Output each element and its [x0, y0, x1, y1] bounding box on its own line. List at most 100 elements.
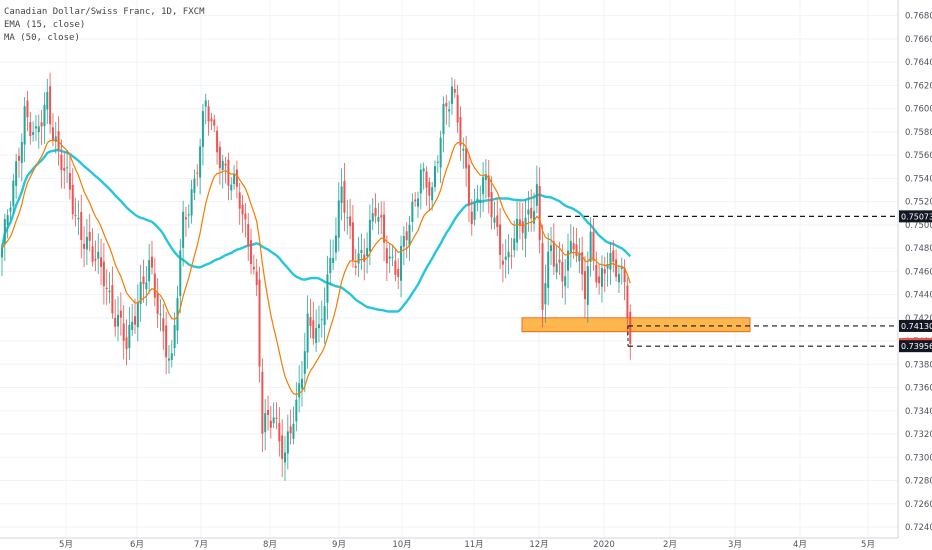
time-tick-label: 4月	[793, 540, 807, 550]
candle	[507, 234, 510, 275]
candle-body	[165, 325, 168, 358]
support-zone[interactable]	[521, 317, 751, 333]
candle	[465, 135, 468, 187]
price-label-bg	[899, 319, 932, 332]
candle	[482, 162, 485, 212]
candle	[108, 272, 111, 304]
candle	[510, 237, 513, 269]
candle-body	[544, 283, 547, 305]
candle	[312, 301, 315, 345]
candle	[190, 179, 193, 224]
candle	[300, 360, 303, 407]
candle	[405, 222, 408, 259]
candle	[541, 224, 544, 327]
candle	[428, 177, 431, 212]
candle	[68, 156, 71, 200]
candle-body	[518, 219, 521, 226]
candle	[346, 199, 349, 235]
price-tick-label: 0.74800	[905, 244, 932, 254]
candle-body	[156, 293, 159, 314]
candle	[159, 299, 162, 332]
price-tick-label: 0.72600	[905, 500, 932, 510]
price-tick-label: 0.74200	[905, 314, 932, 324]
candle	[470, 198, 473, 236]
candle-body	[46, 92, 49, 110]
candle-body	[108, 290, 111, 293]
candle-body	[312, 320, 315, 339]
candle-body	[626, 285, 629, 318]
candle-body	[629, 311, 632, 344]
candle-body	[462, 148, 465, 151]
candle	[37, 114, 40, 149]
candle-body	[68, 172, 71, 190]
candle-body	[269, 420, 272, 428]
candle-body	[315, 328, 318, 343]
candle	[629, 304, 632, 360]
candle-body	[346, 217, 349, 219]
candle	[289, 409, 292, 445]
candle-body	[199, 146, 202, 178]
candle-body	[521, 221, 524, 233]
candle-body	[145, 282, 148, 290]
candle	[453, 79, 456, 98]
candle-body	[57, 131, 60, 150]
candle-body	[490, 191, 493, 218]
price-tick-label: 0.76400	[905, 58, 932, 68]
candle	[119, 292, 122, 336]
candle-body	[204, 100, 207, 107]
candle-body	[394, 260, 397, 275]
candle	[552, 223, 555, 276]
candle-body	[300, 378, 303, 389]
price-tick-label: 0.76800	[905, 12, 932, 22]
candle	[357, 236, 360, 277]
time-tick-label: 2020	[593, 540, 615, 550]
candle	[139, 264, 142, 322]
candle	[422, 162, 425, 190]
candle	[606, 252, 609, 287]
candle	[20, 133, 23, 182]
candle-body	[292, 423, 295, 439]
candle-body	[499, 224, 502, 255]
candle-body	[102, 261, 105, 287]
price-tick-label: 0.73600	[905, 384, 932, 394]
candle	[26, 90, 29, 132]
candle	[187, 204, 190, 229]
price-tick-label: 0.74400	[905, 291, 932, 301]
candle-body	[201, 111, 204, 147]
candle-body	[547, 251, 550, 288]
time-tick-label: 12月	[529, 540, 548, 550]
candle-body	[473, 201, 476, 220]
time-tick-label: 6月	[130, 540, 144, 550]
candle	[499, 207, 502, 270]
candle	[581, 236, 584, 291]
candle	[235, 160, 238, 199]
candle	[3, 213, 6, 262]
candle-body	[3, 219, 6, 244]
candle-body	[388, 256, 391, 259]
candle	[442, 96, 445, 153]
candle	[524, 199, 527, 258]
candle-body	[476, 198, 479, 202]
candle-body	[114, 317, 117, 327]
symbol-title: Canadian Dollar/Swiss Franc, 1D, FXCM	[4, 7, 205, 17]
candle	[165, 311, 168, 375]
candle	[459, 106, 462, 161]
candle-body	[235, 169, 238, 187]
candle	[360, 233, 363, 271]
price-tick-label: 0.75200	[905, 198, 932, 208]
candle-body	[238, 192, 241, 209]
candle	[15, 153, 18, 199]
candle-body	[80, 212, 83, 241]
time-axis[interactable]: 5月 6月 7月 8月 9月 10月 11月 12月 2020 2月 3月 4月 5月	[59, 540, 875, 550]
candle-body	[487, 175, 490, 198]
candle-body	[578, 253, 581, 262]
candle-body	[538, 186, 541, 241]
candle-body	[210, 118, 213, 122]
candle	[153, 257, 156, 307]
price-axis[interactable]: 0.76800 0.76600 0.76400 0.76200 0.76000 0.758…	[905, 12, 932, 533]
candle	[255, 258, 258, 297]
candle-body	[337, 200, 340, 238]
candle	[323, 287, 326, 344]
time-tick-label: 5月	[59, 540, 73, 550]
